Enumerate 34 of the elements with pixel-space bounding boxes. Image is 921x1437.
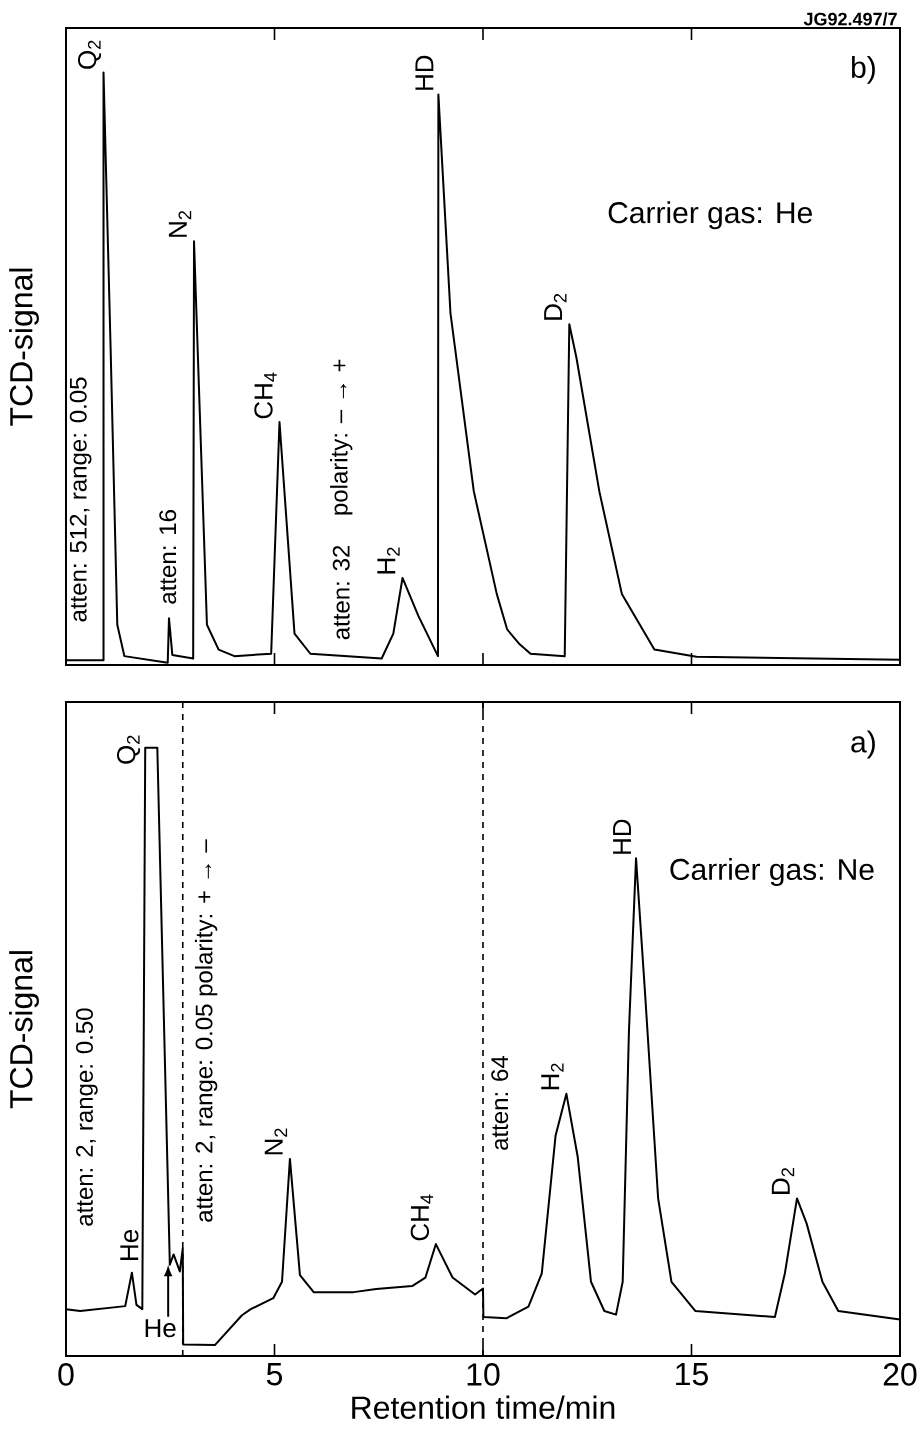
x-tick-label: 15	[676, 1363, 708, 1386]
annotation: N$_{2}$	[264, 1128, 288, 1155]
annotation: H$_{2}$	[377, 547, 400, 574]
annotation: CH$_{4}$	[410, 1194, 434, 1241]
annotation: Q$_{2}$	[77, 40, 102, 69]
annotation: HD	[415, 55, 434, 90]
annotation: H$_{2}$	[541, 1063, 564, 1090]
annotation: Carrier gas: Ne	[670, 858, 874, 887]
annotation: Carrier gas: He	[608, 201, 812, 230]
annotation: D$_{2}$	[544, 293, 567, 320]
annotation: polarity: – → +	[330, 359, 353, 515]
annotation: He	[145, 1319, 176, 1338]
annotation: atten: 2, range: 0.50	[75, 1008, 98, 1226]
x-tick-label: 20	[883, 1363, 917, 1386]
annotation: atten: 64	[491, 1055, 509, 1150]
annotation: a)	[851, 730, 875, 759]
annotation: atten: 512, range: 0.05	[69, 377, 92, 622]
annotation: b)	[852, 55, 875, 84]
text: JG92.497/7	[803, 12, 897, 26]
x-tick-label: 10	[467, 1363, 500, 1386]
annotation: He	[120, 1229, 139, 1260]
x-tick-label: 5	[266, 1363, 283, 1386]
annotation: N$_{2}$	[168, 210, 192, 237]
annotation: atten: 16	[159, 510, 177, 604]
annotation: atten: 2, range: 0.05 polarity: + → –	[194, 839, 218, 1222]
annotation: Q$_{2}$	[117, 735, 141, 764]
annotation: atten: 32	[332, 545, 350, 640]
x-tick-label: 0	[58, 1363, 74, 1386]
annotation: D$_{2}$	[771, 1168, 795, 1194]
annotation: HD	[613, 819, 631, 854]
x-axis-title: Retention time/min	[352, 1395, 615, 1419]
annotation: CH$_{4}$	[254, 372, 277, 419]
y-axis-title: TCD-signal	[9, 268, 39, 426]
y-axis-title: TCD-signal	[9, 951, 39, 1109]
